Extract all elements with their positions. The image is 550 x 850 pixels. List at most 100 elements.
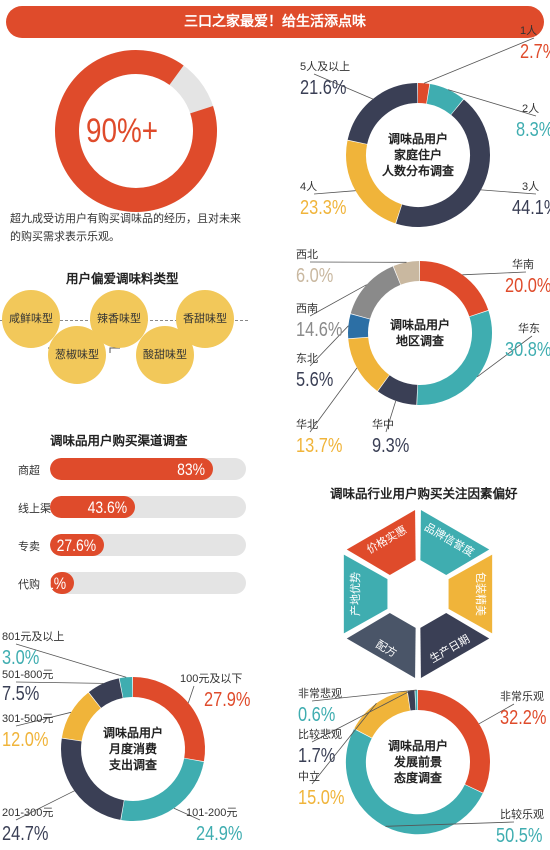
slice-label: 5人及以上 xyxy=(300,60,350,73)
slice-value: 8.3% xyxy=(516,117,550,140)
leader-line xyxy=(478,703,515,725)
donut-chart: 100元及以下 27.9% 101-200元 24.9% 201-300元 24.7% 30… xyxy=(2,630,250,844)
factor-segment xyxy=(346,510,416,575)
factor-segment xyxy=(420,510,490,575)
leader-line xyxy=(313,190,356,195)
slice-label: 101-200元 xyxy=(186,807,237,819)
channel-bar-fill xyxy=(50,534,105,556)
channel-bar-value: 83% xyxy=(176,460,205,479)
leader-line xyxy=(311,689,412,743)
slice-value: 50.5% xyxy=(496,823,542,846)
flavor-connector xyxy=(109,347,120,353)
leader-line xyxy=(423,37,535,84)
slice-value: 7.5% xyxy=(2,681,39,704)
slice-value: 5.6% xyxy=(296,367,333,390)
slice-value: 9.3% xyxy=(372,433,409,456)
slice-value: 24.9% xyxy=(196,821,242,844)
top-stat-value: 90%+ xyxy=(86,114,174,148)
slice-value: 13.7% xyxy=(296,433,342,456)
channel-bar-track: 27.6% xyxy=(50,534,246,556)
factor-segment xyxy=(448,554,493,634)
channels-title: 调味品用户购买渠道调查 xyxy=(50,433,188,448)
factor-segment xyxy=(346,613,416,678)
channel-bar-value: 43.6% xyxy=(87,498,128,517)
donut-center-title: 调味品用户 xyxy=(388,738,448,753)
flavor-item: 葱椒味型 xyxy=(48,326,106,384)
channel-bar-track: 43.6% xyxy=(50,496,246,518)
slice-label: 801元及以上 xyxy=(2,630,64,643)
slice-value: 6.0% xyxy=(296,263,333,286)
donut-center-title: 态度调查 xyxy=(394,770,443,785)
donut-center-title: 地区调查 xyxy=(396,333,445,348)
slice-label: 201-300元 xyxy=(2,807,53,819)
flavor-item: 咸鲜味型 xyxy=(2,290,60,348)
donut-center-title: 支出调查 xyxy=(108,757,158,772)
factor-segment xyxy=(420,613,490,678)
donut-slice xyxy=(354,690,411,739)
leader-line xyxy=(309,367,358,433)
donut-center-title: 家庭住户 xyxy=(394,147,442,162)
donut-slice xyxy=(345,729,483,835)
ring-value-arc xyxy=(55,50,217,212)
leader-line xyxy=(313,73,373,100)
slice-label: 3人 xyxy=(522,180,539,193)
donut-slice xyxy=(61,692,102,742)
donut-slice xyxy=(417,310,492,405)
donut-slice xyxy=(407,690,416,711)
donut-slice xyxy=(88,678,124,709)
slice-label: 比较乐观 xyxy=(500,807,544,821)
slice-value: 14.6% xyxy=(296,317,342,340)
slice-label: 2人 xyxy=(522,102,539,115)
donut-slice xyxy=(121,757,204,821)
channel-bar-track: 12.1% xyxy=(50,572,246,594)
slice-label: 比较悲观 xyxy=(298,727,342,741)
channel-bar-value: 12.1% xyxy=(50,574,66,593)
donut-slice xyxy=(61,738,125,820)
donut-slice xyxy=(419,261,489,317)
slice-label: 华东 xyxy=(518,321,540,335)
slice-label: 1人 xyxy=(520,24,537,37)
channel-bar-value: 27.6% xyxy=(56,536,97,555)
top-stat-note-line1: 超九成受访用户有购买调味品的经历，且对未来 xyxy=(10,212,241,225)
leader-line xyxy=(309,325,349,367)
slice-label: 华南 xyxy=(512,257,534,271)
leader-line xyxy=(15,711,72,727)
leader-line xyxy=(476,335,533,378)
leader-line xyxy=(173,807,201,821)
donut-center-title: 调味品用户 xyxy=(388,131,448,146)
flavors-title: 用户偏爱调味料类型 xyxy=(66,271,179,286)
top-stat-value-text: 90%+ xyxy=(86,112,159,150)
slice-value: 27.9% xyxy=(204,687,250,710)
slice-value: 12.0% xyxy=(2,727,48,750)
slice-value: 2.7% xyxy=(520,39,550,62)
donut-slice xyxy=(426,84,464,115)
channel-bar-fill xyxy=(50,572,74,594)
leader-line xyxy=(187,685,195,704)
flavor-item: 酸甜味型 xyxy=(136,326,194,384)
donut-slice xyxy=(347,83,418,145)
slice-label: 中立 xyxy=(298,769,320,783)
slice-label: 非常乐观 xyxy=(500,690,544,703)
donut-slice xyxy=(132,677,205,762)
slice-value: 15.0% xyxy=(298,785,344,808)
slice-value: 23.3% xyxy=(300,195,346,218)
leader-line xyxy=(15,681,104,684)
factor-label: 包装精美 xyxy=(474,572,487,616)
leader-line xyxy=(385,821,515,827)
donut-center-title: 月度消费 xyxy=(108,741,157,756)
channel-bar-fill xyxy=(50,458,213,480)
donut-slice xyxy=(346,140,403,224)
top-stat-note-line2: 的购买需求表示乐观。 xyxy=(10,230,120,243)
slice-label: 东北 xyxy=(296,352,318,365)
factors-title: 调味品行业用户购买关注因素偏好 xyxy=(330,486,518,501)
slice-label: 西南 xyxy=(296,302,318,315)
channel-bar-track: 83% xyxy=(50,458,246,480)
slice-value: 20.0% xyxy=(505,273,550,296)
page-title: 三口之家最爱！给生活添点味 xyxy=(6,6,544,38)
slice-value: 3.0% xyxy=(2,645,39,668)
slice-value: 1.7% xyxy=(298,743,335,766)
leader-line xyxy=(15,790,75,821)
donut-slice xyxy=(348,337,390,391)
